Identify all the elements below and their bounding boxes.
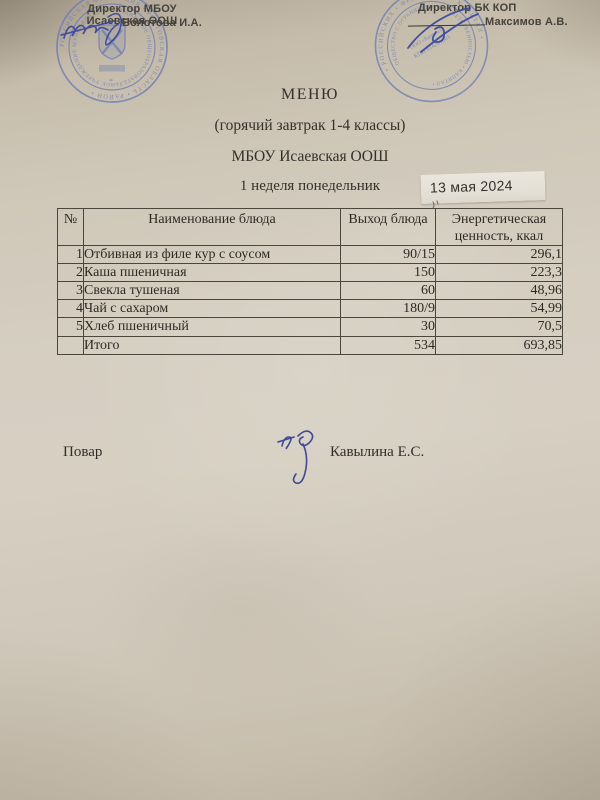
company-round-stamp: • РОССИЙСКИХ • ФЕДЕРАЦИИ • КАПИТАЛ • ОБЩ… — [359, 0, 489, 103]
signature-left — [60, 12, 122, 46]
school-name: МБОУ Исаевская ООШ — [231, 148, 389, 165]
row-output: 30 — [340, 317, 436, 337]
row-number: 4 — [57, 299, 84, 319]
svg-text:*: * — [109, 77, 113, 86]
approval-right-name: Максимов А.В. — [485, 16, 568, 28]
table-row: 1 Отбивная из филе кур с соусом 90/15 29… — [57, 245, 563, 265]
row-number: 5 — [57, 317, 84, 337]
pen-mark — [432, 200, 439, 209]
row-output: 534 — [340, 335, 436, 355]
row-number: 2 — [57, 263, 84, 283]
row-number — [57, 335, 84, 355]
menu-table-body: 1 Отбивная из филе кур с соусом 90/15 29… — [57, 245, 563, 355]
header-output: Выход блюда — [340, 207, 436, 247]
doc-subtitle: (горячий завтрак 1-4 классы) — [214, 117, 406, 134]
signer-name: Кавылина Е.С. — [330, 444, 425, 460]
row-number: 1 — [57, 245, 84, 265]
row-output: 180/9 — [340, 299, 436, 319]
row-energy: 223,3 — [435, 263, 563, 283]
row-dish: Чай с сахаром — [83, 299, 341, 319]
row-energy: 48,96 — [435, 281, 563, 301]
header-num: № — [57, 207, 84, 247]
row-energy: 70,5 — [435, 317, 563, 337]
date-text: 13 мая 2024 — [429, 177, 513, 196]
menu-table-header: № Наименование блюда Выход блюда Энергет… — [57, 207, 563, 247]
row-energy: 54,99 — [435, 299, 563, 319]
row-output: 60 — [340, 281, 436, 301]
week-day-line: 1 неделя понедельник — [239, 178, 381, 194]
row-dish: Свекла тушеная — [83, 281, 341, 301]
approval-left-name: Болотова И.А. — [122, 17, 202, 29]
table-row: Итого 534 693,85 — [57, 335, 563, 355]
doc-title: МЕНЮ — [281, 86, 339, 103]
row-energy: 693,85 — [435, 335, 563, 355]
row-energy: 296,1 — [435, 245, 563, 265]
signature-right — [407, 7, 479, 53]
signature-cook — [277, 430, 314, 485]
row-output: 150 — [340, 263, 436, 283]
menu-table: № Наименование блюда Выход блюда Энергет… — [57, 207, 563, 355]
header-energy: Энергетическая ценность, ккал — [435, 207, 563, 247]
signer-role: Повар — [63, 444, 103, 460]
header-dish: Наименование блюда — [83, 207, 341, 247]
row-dish: Хлеб пшеничный — [83, 317, 341, 337]
approval-left-title: Директор МБОУ Исаевская ООШ — [86, 3, 178, 27]
row-output: 90/15 — [340, 245, 436, 265]
table-row: 4 Чай с сахаром 180/9 54,99 — [57, 299, 563, 319]
row-dish: Отбивная из филе кур с соусом — [83, 245, 341, 265]
table-row: 3 Свекла тушеная 60 48,96 — [57, 281, 563, 301]
row-number: 3 — [57, 281, 84, 301]
table-row: 2 Каша пшеничная 150 223,3 — [57, 263, 563, 283]
row-dish: Итого — [83, 335, 341, 355]
row-dish: Каша пшеничная — [83, 263, 341, 283]
table-row: 5 Хлеб пшеничный 30 70,5 — [57, 317, 563, 337]
